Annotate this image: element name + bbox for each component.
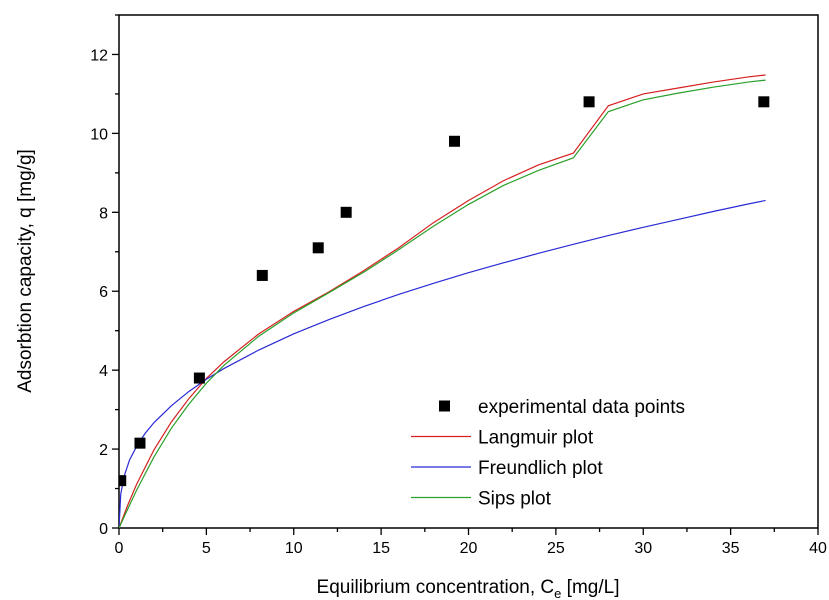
series-line-freundlich xyxy=(119,199,766,528)
x-tick-label: 15 xyxy=(372,540,390,557)
x-tick-label: 5 xyxy=(202,540,211,557)
tick-labels: 0 5 10 15 20 25 30 35 40 0 2 4 6 8 10 12 xyxy=(90,47,827,557)
y-tick-label: 10 xyxy=(90,126,108,143)
data-point xyxy=(256,269,268,281)
y-axis-label: Adsorbtion capacity, q [mg/g] xyxy=(15,149,36,393)
data-point xyxy=(119,475,127,487)
data-point xyxy=(758,96,770,108)
y-tick-label: 12 xyxy=(90,47,108,64)
data-point xyxy=(134,437,146,449)
legend-label: experimental data points xyxy=(478,397,685,418)
axis-ticks xyxy=(112,14,819,535)
x-axis-label: Equilibrium concentration, Ce [mg/L] xyxy=(317,577,620,600)
y-tick-label: 4 xyxy=(99,363,108,380)
legend-label: Freundlich plot xyxy=(478,458,603,479)
plot-frame xyxy=(118,14,819,529)
y-tick-label: 8 xyxy=(99,205,108,222)
x-tick-label: 0 xyxy=(115,540,124,557)
x-tick-label: 30 xyxy=(634,540,652,557)
x-tick-label: 35 xyxy=(722,540,740,557)
legend: experimental data points Langmuir plot Fre… xyxy=(411,397,685,510)
data-point xyxy=(193,372,205,384)
data-point xyxy=(312,242,324,254)
legend-label: Sips plot xyxy=(478,489,552,510)
x-axis-label-main: Equilibrium concentration, C xyxy=(317,577,555,598)
legend-label: Langmuir plot xyxy=(478,428,594,449)
data-point xyxy=(583,96,595,108)
data-point xyxy=(449,135,461,147)
x-axis-label-subscript: e xyxy=(554,586,561,600)
x-tick-label: 20 xyxy=(460,540,478,557)
legend-marker xyxy=(439,400,450,412)
y-tick-label: 6 xyxy=(99,284,108,301)
series-line-sips xyxy=(119,79,766,528)
data-point xyxy=(340,206,352,218)
series-line-langmuir xyxy=(119,74,766,528)
x-tick-label: 10 xyxy=(285,540,303,557)
series-layer xyxy=(119,74,770,528)
x-tick-label: 25 xyxy=(547,540,565,557)
y-tick-label: 2 xyxy=(99,442,108,459)
x-axis-label-unit: [mg/L] xyxy=(561,577,619,598)
x-tick-label: 40 xyxy=(809,540,827,557)
y-tick-label: 0 xyxy=(99,521,108,538)
